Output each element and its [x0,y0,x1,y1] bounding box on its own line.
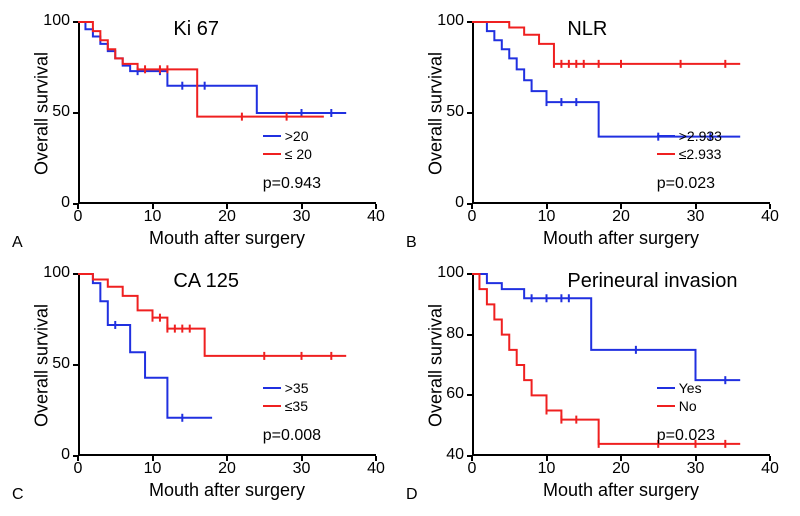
legend-swatch [263,387,281,389]
legend-label: >35 [285,380,309,396]
legend-label: >2.933 [679,128,722,144]
legend: Yes No [657,380,702,416]
legend-item: No [657,398,702,414]
legend-label: No [679,398,697,414]
km-svg [10,10,394,254]
p-value: p=0.023 [657,427,715,445]
legend-label: ≤35 [285,398,308,414]
survival-curve [472,274,740,380]
panel-b: BOverall survivalMouth after surgeryNLR0… [404,10,790,254]
panel-a: AOverall survivalMouth after surgeryKi 6… [10,10,396,254]
survival-curve [78,274,346,356]
survival-curve [78,22,324,117]
p-value: p=0.008 [263,427,321,445]
km-svg [404,262,788,506]
legend-swatch [657,405,675,407]
survival-curve [78,274,212,418]
legend-item: >2.933 [657,128,722,144]
p-value: p=0.943 [263,175,321,193]
legend-label: >20 [285,128,309,144]
legend-label: ≤ 20 [285,146,312,162]
legend-item: >35 [263,380,309,396]
legend: >2.933 ≤2.933 [657,128,722,164]
legend: >35≤35 [263,380,309,416]
panel-c: COverall survivalMouth after surgeryCA 1… [10,262,396,506]
p-value: p=0.023 [657,175,715,193]
panel-d: DOverall survivalMouth after surgeryPeri… [404,262,790,506]
legend-swatch [263,405,281,407]
legend-item: ≤ 20 [263,146,312,162]
legend-item: >20 [263,128,312,144]
legend-swatch [657,153,675,155]
legend-item: ≤35 [263,398,309,414]
legend: >20 ≤ 20 [263,128,312,164]
legend-label: ≤2.933 [679,146,722,162]
chart-grid: AOverall survivalMouth after surgeryKi 6… [10,10,790,506]
legend-label: Yes [679,380,702,396]
survival-curve [78,22,346,113]
legend-swatch [263,153,281,155]
km-svg [10,262,394,506]
legend-swatch [263,135,281,137]
survival-curve [472,22,740,137]
legend-swatch [657,387,675,389]
km-svg [404,10,788,254]
survival-curve [472,274,740,444]
legend-swatch [657,135,675,137]
legend-item: Yes [657,380,702,396]
legend-item: ≤2.933 [657,146,722,162]
